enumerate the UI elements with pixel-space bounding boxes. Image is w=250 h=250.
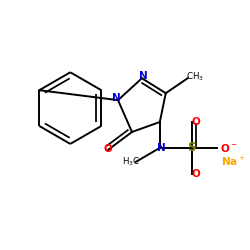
Text: N: N (112, 93, 120, 103)
Text: O: O (192, 117, 200, 127)
Text: O: O (104, 144, 112, 154)
Text: O: O (192, 169, 200, 179)
Text: N: N (139, 71, 147, 81)
Text: H$_3$C: H$_3$C (122, 156, 141, 168)
Text: S: S (188, 141, 196, 154)
Text: O$^-$: O$^-$ (220, 142, 238, 154)
Text: CH$_3$: CH$_3$ (186, 71, 204, 83)
Text: Na$^+$: Na$^+$ (221, 155, 246, 168)
Text: N: N (157, 143, 166, 153)
